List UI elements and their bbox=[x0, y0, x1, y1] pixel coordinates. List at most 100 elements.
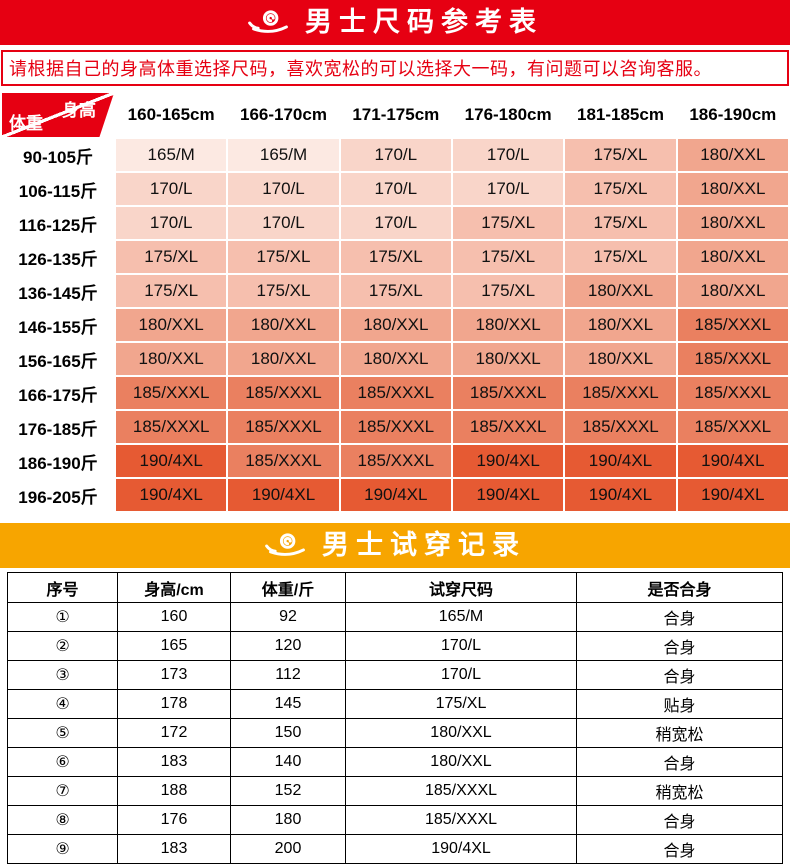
weight-row-header: 106-115斤 bbox=[0, 171, 116, 207]
tryon-cell: 183 bbox=[117, 747, 231, 777]
size-table-row: 156-165斤 180/XXL 180/XXL 180/XXL 180/XXL 180/… bbox=[0, 341, 790, 377]
size-cell: 180/XXL bbox=[675, 137, 790, 173]
tryon-cell: ④ bbox=[7, 689, 118, 719]
tryon-column-header: 体重/斤 bbox=[230, 572, 346, 603]
tryon-cell: 190/4XL bbox=[345, 834, 577, 864]
size-cell: 170/L bbox=[113, 205, 229, 241]
size-table-row: 176-185斤 185/XXXL 185/XXXL 185/XXXL 185/XXXL… bbox=[0, 409, 790, 445]
size-cell: 170/L bbox=[338, 171, 453, 207]
size-cell: 190/4XL bbox=[113, 443, 229, 479]
tryon-cell: ② bbox=[7, 631, 118, 661]
size-table-row: 136-145斤 175/XL 175/XL 175/XL 175/XL 180/XXL 1… bbox=[0, 273, 790, 309]
tryon-cell: 152 bbox=[230, 776, 346, 806]
size-cell: 185/XXXL bbox=[675, 341, 790, 377]
size-cell: 180/XXL bbox=[675, 273, 790, 309]
tryon-cell: ⑤ bbox=[7, 718, 118, 748]
height-column-header: 160-165cm bbox=[113, 91, 229, 139]
tryon-cell: 170/L bbox=[345, 631, 577, 661]
size-cell: 170/L bbox=[338, 205, 453, 241]
tryon-cell: 180/XXL bbox=[345, 718, 577, 748]
tryon-record-banner: 男士试穿记录 bbox=[0, 523, 790, 568]
height-column-header: 181-185cm bbox=[563, 91, 678, 139]
tryon-cell: 160 bbox=[117, 602, 231, 632]
tryon-cell: 112 bbox=[230, 660, 346, 690]
tryon-cell: 176 bbox=[117, 805, 231, 835]
size-table-row: 166-175斤 185/XXXL 185/XXXL 185/XXXL 185/XXXL… bbox=[0, 375, 790, 411]
size-table-row: 146-155斤 180/XXL 180/XXL 180/XXL 180/XXL 180/… bbox=[0, 307, 790, 343]
tryon-cell: ⑥ bbox=[7, 747, 118, 777]
tryon-cell: 180/XXL bbox=[345, 747, 577, 777]
tryon-cell: ① bbox=[7, 602, 118, 632]
size-table-row: 126-135斤 175/XL 175/XL 175/XL 175/XL 175/XL 18… bbox=[0, 239, 790, 275]
tryon-table-row: ② 165 120 170/L 合身 bbox=[7, 631, 783, 661]
tryon-table-header-row: 序号 身高/cm 体重/斤 试穿尺码 是否合身 bbox=[7, 572, 783, 603]
tryon-table-row: ⑨ 183 200 190/4XL 合身 bbox=[7, 834, 783, 864]
size-cell: 180/XXL bbox=[675, 205, 790, 241]
size-cell: 190/4XL bbox=[450, 477, 566, 513]
height-weight-corner-cell: 身高 体重 bbox=[0, 91, 116, 139]
tryon-cell: ③ bbox=[7, 660, 118, 690]
size-table-row: 186-190斤 190/4XL 185/XXXL 185/XXXL 190/4XL 19… bbox=[0, 443, 790, 479]
auspicious-cloud-icon bbox=[264, 532, 310, 559]
weight-row-header: 176-185斤 bbox=[0, 409, 116, 445]
tryon-cell: 185/XXXL bbox=[345, 776, 577, 806]
tryon-record-table-body: 序号 身高/cm 体重/斤 试穿尺码 是否合身 ① 160 92 165/M 合身 ② 165 120 1… bbox=[7, 572, 783, 864]
height-column-header: 176-180cm bbox=[450, 91, 566, 139]
size-cell: 185/XXXL bbox=[563, 409, 678, 445]
tryon-cell: 合身 bbox=[576, 660, 783, 690]
tryon-cell: 188 bbox=[117, 776, 231, 806]
tryon-cell: 120 bbox=[230, 631, 346, 661]
weight-row-header: 156-165斤 bbox=[0, 341, 116, 377]
size-cell: 185/XXXL bbox=[226, 409, 341, 445]
size-cell: 185/XXXL bbox=[113, 375, 229, 411]
size-cell: 190/4XL bbox=[113, 477, 229, 513]
size-cell: 185/XXXL bbox=[675, 375, 790, 411]
tryon-record-title: 男士试穿记录 bbox=[322, 530, 526, 560]
size-cell: 190/4XL bbox=[563, 443, 678, 479]
size-cell: 185/XXXL bbox=[563, 375, 678, 411]
tryon-table-row: ④ 178 145 175/XL 贴身 bbox=[7, 689, 783, 719]
size-chart-title: 男士尺码参考表 bbox=[305, 7, 543, 37]
size-cell: 185/XXXL bbox=[450, 375, 566, 411]
size-cell: 175/XL bbox=[563, 239, 678, 275]
size-cell: 175/XL bbox=[563, 205, 678, 241]
tryon-cell: 140 bbox=[230, 747, 346, 777]
size-cell: 180/XXL bbox=[563, 307, 678, 343]
tryon-cell: 173 bbox=[117, 660, 231, 690]
size-cell: 180/XXL bbox=[226, 341, 341, 377]
size-cell: 180/XXL bbox=[113, 307, 229, 343]
weight-row-header: 136-145斤 bbox=[0, 273, 116, 309]
size-cell: 180/XXL bbox=[338, 307, 453, 343]
size-cell: 175/XL bbox=[113, 239, 229, 275]
size-cell: 180/XXL bbox=[226, 307, 341, 343]
tryon-cell: 175/XL bbox=[345, 689, 577, 719]
size-cell: 185/XXXL bbox=[450, 409, 566, 445]
size-chart-table-body: 身高 体重 160-165cm 166-170cm 171-175cm 176-180cm… bbox=[0, 91, 790, 513]
size-cell: 180/XXL bbox=[675, 171, 790, 207]
tryon-cell: 170/L bbox=[345, 660, 577, 690]
weight-row-header: 146-155斤 bbox=[0, 307, 116, 343]
size-cell: 175/XL bbox=[226, 239, 341, 275]
size-cell: 190/4XL bbox=[450, 443, 566, 479]
corner-diagonal-divider bbox=[3, 94, 113, 136]
tryon-table-row: ⑥ 183 140 180/XXL 合身 bbox=[7, 747, 783, 777]
size-cell: 175/XL bbox=[338, 239, 453, 275]
size-cell: 185/XXXL bbox=[113, 409, 229, 445]
size-cell: 180/XXL bbox=[338, 341, 453, 377]
size-cell: 190/4XL bbox=[338, 477, 453, 513]
tryon-cell: 92 bbox=[230, 602, 346, 632]
weight-row-header: 186-190斤 bbox=[0, 443, 116, 479]
size-cell: 175/XL bbox=[450, 239, 566, 275]
size-table-header-row: 身高 体重 160-165cm 166-170cm 171-175cm 176-180cm… bbox=[0, 91, 790, 139]
tryon-cell: 合身 bbox=[576, 805, 783, 835]
height-column-header: 166-170cm bbox=[226, 91, 341, 139]
tryon-table-row: ① 160 92 165/M 合身 bbox=[7, 602, 783, 632]
size-cell: 175/XL bbox=[450, 205, 566, 241]
weight-row-header: 166-175斤 bbox=[0, 375, 116, 411]
size-notice: 请根据自己的身高体重选择尺码，喜欢宽松的可以选择大一码，有问题可以咨询客服。 bbox=[1, 50, 789, 86]
size-cell: 185/XXXL bbox=[675, 307, 790, 343]
size-cell: 180/XXL bbox=[450, 341, 566, 377]
tryon-table-row: ⑧ 176 180 185/XXXL 合身 bbox=[7, 805, 783, 835]
tryon-cell: 贴身 bbox=[576, 689, 783, 719]
size-cell: 180/XXL bbox=[450, 307, 566, 343]
